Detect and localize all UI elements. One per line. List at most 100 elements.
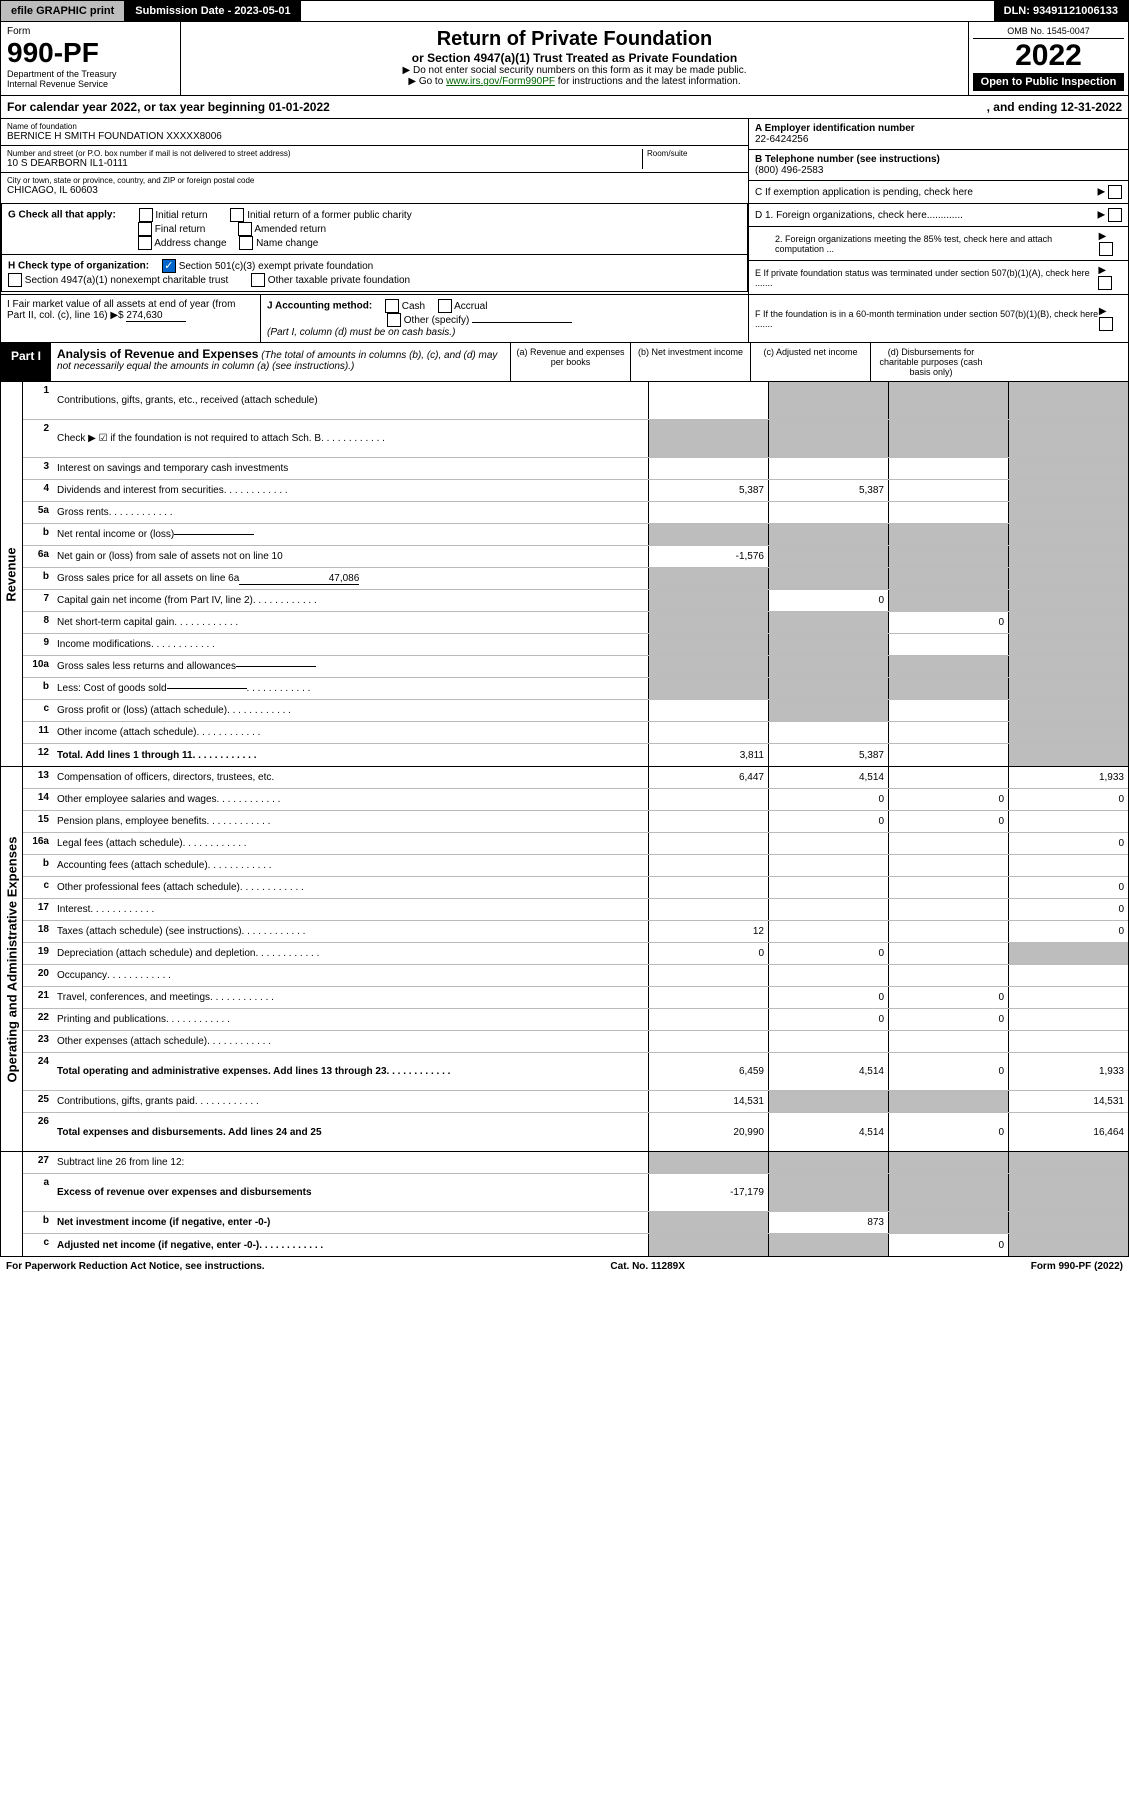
g-initial-public-cb[interactable] — [230, 208, 244, 222]
table-row: 18 Taxes (attach schedule) (see instruct… — [23, 921, 1128, 943]
row-num: b — [23, 678, 53, 699]
note-link: ▶ Go to www.irs.gov/Form990PF for instru… — [187, 76, 962, 87]
data-cell — [648, 722, 768, 743]
foundation-name: BERNICE H SMITH FOUNDATION XXXXX8006 — [7, 131, 742, 142]
data-cell — [648, 656, 768, 677]
row-num: 22 — [23, 1009, 53, 1030]
j-label: J Accounting method: — [267, 301, 372, 312]
g-initial-cb[interactable] — [139, 208, 153, 222]
table-row: b Less: Cost of goods sold — [23, 678, 1128, 700]
data-cell — [1008, 634, 1128, 655]
city-label: City or town, state or province, country… — [7, 176, 742, 185]
g-final-cb[interactable] — [138, 222, 152, 236]
row-num: c — [23, 700, 53, 721]
f-cb[interactable] — [1099, 317, 1113, 331]
e-cb[interactable] — [1098, 276, 1112, 290]
data-cell: 3,811 — [648, 744, 768, 766]
info-left: Name of foundation BERNICE H SMITH FOUND… — [1, 119, 748, 203]
row-num: 8 — [23, 612, 53, 633]
row-label: Legal fees (attach schedule) — [53, 833, 648, 854]
data-cell — [1008, 678, 1128, 699]
d2-cb[interactable] — [1099, 242, 1113, 256]
data-cell: 0 — [768, 943, 888, 964]
c-text: C If exemption application is pending, c… — [755, 187, 973, 198]
row-label: Other professional fees (attach schedule… — [53, 877, 648, 898]
j-accrual-cb[interactable] — [438, 299, 452, 313]
data-cell: 20,990 — [648, 1113, 768, 1151]
footer-cat: Cat. No. 11289X — [610, 1261, 684, 1272]
data-cell: 4,514 — [768, 1053, 888, 1090]
data-cell — [888, 965, 1008, 986]
row-num: 18 — [23, 921, 53, 942]
row-label: Gross rents — [53, 502, 648, 523]
col-b-hdr: (b) Net investment income — [631, 343, 751, 381]
data-cell: 0 — [888, 612, 1008, 633]
table-row: 23 Other expenses (attach schedule) — [23, 1031, 1128, 1053]
data-cell — [648, 1031, 768, 1052]
table-row: c Other professional fees (attach schedu… — [23, 877, 1128, 899]
j-note: (Part I, column (d) must be on cash basi… — [267, 327, 455, 338]
data-cell: -17,179 — [648, 1174, 768, 1211]
data-cell — [888, 546, 1008, 567]
row-label: Capital gain net income (from Part IV, l… — [53, 590, 648, 611]
g-o3: Final return — [155, 224, 206, 235]
d1-cb[interactable] — [1108, 208, 1122, 222]
data-cell — [888, 833, 1008, 854]
table-row: 5a Gross rents — [23, 502, 1128, 524]
g-name-cb[interactable] — [239, 236, 253, 250]
row-label: Contributions, gifts, grants paid — [53, 1091, 648, 1112]
dept-text: Department of the Treasury Internal Reve… — [7, 69, 174, 89]
h-other-cb[interactable] — [251, 273, 265, 287]
data-cell — [1008, 612, 1128, 633]
j-cash-cb[interactable] — [385, 299, 399, 313]
data-cell — [888, 634, 1008, 655]
data-cell: 0 — [1008, 833, 1128, 854]
name-cell: Name of foundation BERNICE H SMITH FOUND… — [1, 119, 748, 146]
data-cell — [648, 855, 768, 876]
h-o2: Section 4947(a)(1) nonexempt charitable … — [25, 275, 228, 286]
col-d-hdr: (d) Disbursements for charitable purpose… — [871, 343, 991, 381]
c-checkbox[interactable] — [1108, 185, 1122, 199]
data-cell: 12 — [648, 921, 768, 942]
data-cell — [768, 458, 888, 479]
data-cell — [768, 833, 888, 854]
data-cell — [1008, 1234, 1128, 1256]
row-label: Total. Add lines 1 through 11 — [53, 744, 648, 766]
row-num: 26 — [23, 1113, 53, 1151]
j-section: J Accounting method: Cash Accrual Other … — [261, 295, 748, 342]
data-cell — [768, 524, 888, 545]
row-num: 20 — [23, 965, 53, 986]
data-cell — [1008, 700, 1128, 721]
data-cell — [1008, 524, 1128, 545]
row-num: 7 — [23, 590, 53, 611]
row-label: Printing and publications — [53, 1009, 648, 1030]
omb-number: OMB No. 1545-0047 — [973, 26, 1124, 39]
row-label: Subtract line 26 from line 12: — [53, 1152, 648, 1173]
data-cell — [888, 899, 1008, 920]
data-cell: 873 — [768, 1212, 888, 1233]
data-cell — [1008, 1031, 1128, 1052]
row-label: Taxes (attach schedule) (see instruction… — [53, 921, 648, 942]
data-cell — [648, 382, 768, 419]
row-num: 15 — [23, 811, 53, 832]
g-amended-cb[interactable] — [238, 222, 252, 236]
table-row: c Gross profit or (loss) (attach schedul… — [23, 700, 1128, 722]
h-4947-cb[interactable] — [8, 273, 22, 287]
data-cell — [648, 502, 768, 523]
phone-cell: B Telephone number (see instructions) (8… — [749, 150, 1128, 181]
form-id-block: Form 990-PF Department of the Treasury I… — [1, 22, 181, 95]
table-row: b Net rental income or (loss) — [23, 524, 1128, 546]
h-501c3-cb[interactable] — [162, 259, 176, 273]
data-cell: 5,387 — [648, 480, 768, 501]
g-addr-cb[interactable] — [138, 236, 152, 250]
irs-link[interactable]: www.irs.gov/Form990PF — [446, 76, 555, 87]
data-cell — [768, 634, 888, 655]
efile-btn[interactable]: efile GRAPHIC print — [1, 1, 125, 21]
f-cell: F If the foundation is in a 60-month ter… — [749, 295, 1128, 342]
h-o1: Section 501(c)(3) exempt private foundat… — [179, 261, 374, 272]
data-cell — [888, 568, 1008, 589]
j-other-cb[interactable] — [387, 313, 401, 327]
data-cell — [888, 921, 1008, 942]
table-row: 10a Gross sales less returns and allowan… — [23, 656, 1128, 678]
data-cell — [888, 382, 1008, 419]
